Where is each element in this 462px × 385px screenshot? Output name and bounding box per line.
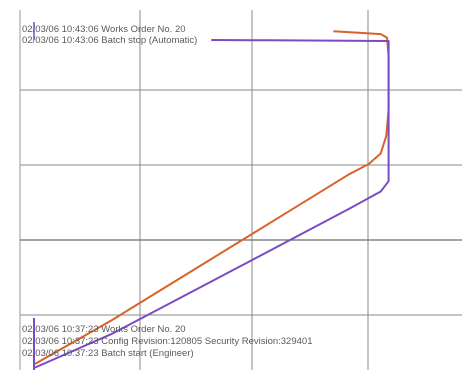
series-line-series_orange: [33, 30, 390, 366]
event-label: 02/03/06 10:37:23 Config Revision:120805…: [22, 336, 312, 347]
series-line-series_purple: [33, 39, 390, 369]
chart-series: [33, 30, 390, 369]
event-label: 02/03/06 10:37:23 Batch start (Engineer): [22, 348, 194, 359]
event-log-top: 02/03/06 10:43:06 Works Order No. 20 02/…: [22, 24, 197, 46]
event-label: 02/03/06 10:43:06 Batch stop (Automatic): [22, 35, 197, 46]
event-label: 02/03/06 10:37:23 Works Order No. 20: [22, 324, 186, 335]
event-label: 02/03/06 10:43:06 Works Order No. 20: [22, 24, 186, 35]
chart-grid: [19, 10, 462, 370]
event-log-bottom: 02/03/06 10:37:23 Works Order No. 20 02/…: [22, 324, 312, 359]
